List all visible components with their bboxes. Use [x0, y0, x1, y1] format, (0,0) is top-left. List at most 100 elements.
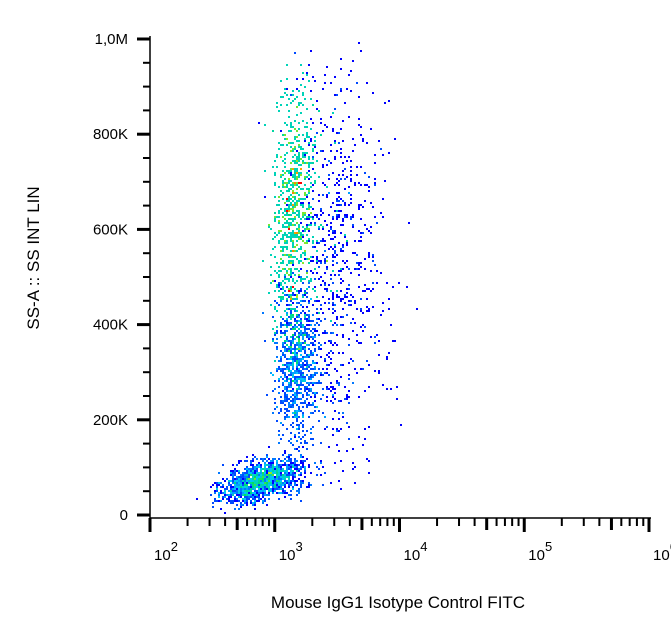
event-bin — [282, 390, 284, 392]
event-bin — [296, 204, 298, 206]
event-bin — [326, 372, 328, 374]
event-bin — [300, 280, 302, 282]
event-bin — [304, 388, 306, 390]
event-bin — [280, 258, 282, 260]
event-bin — [300, 460, 302, 462]
event-bin — [274, 160, 276, 162]
event-bin — [238, 508, 240, 510]
event-bin — [292, 156, 294, 158]
event-bin — [324, 330, 326, 332]
event-bin — [310, 354, 312, 356]
event-bin — [322, 394, 324, 396]
event-bin — [276, 338, 278, 340]
event-bin — [306, 172, 308, 174]
event-bin — [298, 408, 300, 410]
event-bin — [400, 424, 402, 426]
event-bin — [310, 390, 312, 392]
event-bin — [272, 280, 274, 282]
event-bin — [280, 474, 282, 476]
event-bin — [250, 464, 252, 466]
event-bin — [288, 274, 290, 276]
event-bin — [310, 222, 312, 224]
event-bin — [288, 110, 290, 112]
event-bin — [306, 108, 308, 110]
event-bin — [304, 316, 306, 318]
event-bin — [310, 368, 312, 370]
event-bin — [374, 184, 376, 186]
event-bin — [296, 416, 298, 418]
event-bin — [312, 272, 314, 274]
event-bin — [314, 144, 316, 146]
event-bin — [236, 464, 238, 466]
event-bin — [342, 280, 344, 282]
event-bin — [242, 498, 244, 500]
event-bin — [298, 342, 300, 344]
event-bin — [288, 370, 290, 372]
event-bin — [290, 316, 292, 318]
event-bin — [308, 258, 310, 260]
event-bin — [286, 242, 288, 244]
event-bin — [284, 158, 286, 160]
event-bin — [310, 138, 312, 140]
event-bin — [354, 144, 356, 146]
event-bin — [290, 236, 292, 238]
event-bin — [286, 324, 288, 326]
event-bin — [346, 244, 348, 246]
event-bin — [294, 310, 296, 312]
event-bin — [346, 288, 348, 290]
event-bin — [284, 234, 286, 236]
event-bin — [304, 152, 306, 154]
event-bin — [358, 96, 360, 98]
event-bin — [320, 118, 322, 120]
event-bin — [296, 290, 298, 292]
event-bin — [306, 224, 308, 226]
event-bin — [312, 426, 314, 428]
event-bin — [296, 360, 298, 362]
event-bin — [262, 496, 264, 498]
event-bin — [292, 402, 294, 404]
event-bin — [300, 246, 302, 248]
event-bin — [312, 240, 314, 242]
event-bin — [278, 290, 280, 292]
event-bin — [256, 466, 258, 468]
event-bin — [308, 466, 310, 468]
event-bin — [304, 390, 306, 392]
event-bin — [244, 490, 246, 492]
event-bin — [274, 182, 276, 184]
event-bin — [294, 464, 296, 466]
event-bin — [326, 388, 328, 390]
event-bin — [284, 398, 286, 400]
event-bin — [356, 334, 358, 336]
event-bin — [246, 480, 248, 482]
event-bin — [256, 484, 258, 486]
event-bin — [292, 406, 294, 408]
event-bin — [298, 376, 300, 378]
event-bin — [288, 196, 290, 198]
event-bin — [302, 364, 304, 366]
event-bin — [276, 492, 278, 494]
event-bin — [278, 366, 280, 368]
event-bin — [310, 364, 312, 366]
event-bin — [300, 348, 302, 350]
event-bin — [254, 478, 256, 480]
event-bin — [292, 462, 294, 464]
event-bin — [304, 472, 306, 474]
event-bin — [288, 254, 290, 256]
event-bin — [362, 444, 364, 446]
event-bin — [292, 348, 294, 350]
event-bin — [280, 336, 282, 338]
event-bin — [318, 110, 320, 112]
event-bin — [296, 296, 298, 298]
event-bin — [378, 340, 380, 342]
event-bin — [276, 234, 278, 236]
event-bin — [284, 134, 286, 136]
event-bin — [276, 474, 278, 476]
event-bin — [308, 484, 310, 486]
event-bin — [290, 274, 292, 276]
event-bin — [286, 480, 288, 482]
event-bin — [214, 490, 216, 492]
event-bin — [332, 296, 334, 298]
event-bin — [268, 476, 270, 478]
event-bin — [292, 308, 294, 310]
event-bin — [294, 170, 296, 172]
